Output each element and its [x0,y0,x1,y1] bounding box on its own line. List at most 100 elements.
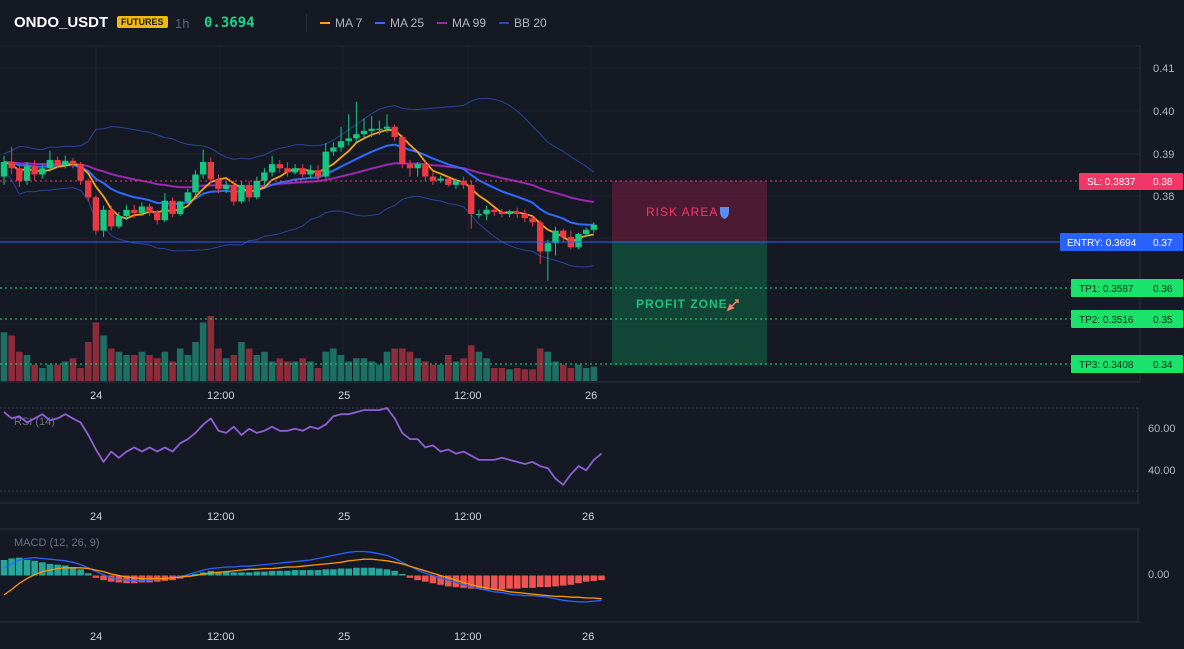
macd-hist-bar [444,575,452,587]
macd-hist-bar [399,573,406,576]
candle [314,164,322,181]
legend-bb20[interactable]: BB 20 [499,16,547,30]
time-tick: 26 [582,631,594,643]
candle [399,134,406,169]
macd-hist-bar [406,575,414,578]
macd-hist-bar [322,569,330,576]
volume-bar [230,355,238,381]
candle [276,159,283,173]
volume-bar [582,368,590,381]
entry-label[interactable]: ENTRY: 0.3694 0.37 [1060,233,1183,251]
macd-plot [0,550,605,603]
volume-bar [376,364,383,381]
candle [460,176,467,190]
bb-lower [3,169,594,268]
candle [299,164,306,179]
volume-bar [268,361,276,381]
time-tick: 12:00 [207,511,235,523]
volume-bar [337,355,345,381]
volume-bar [314,368,322,381]
legend-ma25-label: MA 25 [390,16,425,30]
tp3-label[interactable]: TP3: 0.3408 0.34 [1071,355,1183,373]
macd-hist-bar [452,575,460,588]
volume-bar [153,358,161,381]
header-divider [306,14,307,32]
macd-hist-bar [245,572,253,576]
tp1-label[interactable]: TP1: 0.3587 0.36 [1071,279,1183,297]
candle [468,180,475,229]
volume-bar [330,348,337,381]
macd-hist-bar [92,575,100,578]
macd-hist-bar [39,562,46,576]
timeframe-selector[interactable]: 1h [175,16,190,31]
candle [131,204,138,219]
volume-bar [590,366,598,381]
candle [575,232,582,250]
legend-ma99[interactable]: MA 99 [437,16,486,30]
macd-hist-bar [238,572,245,576]
candle [31,159,38,181]
symbol-title[interactable]: ONDO_USDT [14,14,109,31]
candle [437,175,444,183]
volume-bar [544,351,552,381]
candle [207,157,215,183]
macd-hist-bar [490,575,498,590]
macd-title[interactable]: MACD (12, 26, 9) [14,537,100,549]
volume-bar [299,358,307,381]
macd-hist-bar [383,569,391,576]
macd-hist-bar [590,575,598,581]
entry-label-text: ENTRY: 0.3694 [1067,238,1137,249]
candle [414,162,421,177]
candle [230,180,237,206]
candle [268,155,276,177]
macd-hist-bar [123,575,130,584]
rocket-icon [726,299,739,312]
macd-hist-bar [314,570,322,576]
rsi-title[interactable]: RSI (14) [14,416,55,428]
volume-bar [169,361,176,381]
ma99-swatch [437,22,447,24]
macd-hist-bar [391,570,398,576]
profit-zone-label: PROFIT ZONE [636,297,728,311]
macd-hist-bar [467,575,475,589]
tp2-label[interactable]: TP2: 0.3516 0.35 [1071,310,1183,328]
macd-hist-bar [498,575,506,590]
moving-averages [3,128,594,243]
volume-bar [8,335,15,381]
macd-hist-bar [8,558,15,576]
last-price: 0.3694 [204,15,255,31]
candle [353,101,360,143]
volume-bar [284,361,291,381]
candle [330,142,337,156]
candle [85,178,92,202]
legend-ma25[interactable]: MA 25 [375,16,424,30]
candle [253,176,260,200]
macd-hist-bar [16,557,23,576]
tp2-label-text: TP2: 0.3516 [1079,315,1134,326]
sl-label[interactable]: SL: 0.3837 0.38 [1079,173,1183,190]
ma99-line [3,161,594,203]
volume-bar [460,358,467,381]
sl-label-value: 0.38 [1153,177,1173,188]
volume-bar [238,342,245,381]
volume-bar [199,322,207,381]
candle [39,164,46,179]
legend-ma7[interactable]: MA 7 [320,16,362,30]
candle [176,200,184,217]
volume-bar [31,364,38,381]
candle [544,239,552,281]
macd-hist-bar [107,575,115,582]
macd-hist-bar [100,575,107,581]
tp2-label-value: 0.35 [1153,315,1173,326]
candle [138,202,146,217]
macd-hist-bar [345,568,352,576]
macd-hist-bar [253,571,261,576]
candle [8,146,15,175]
volume-bar [406,351,414,381]
volume-bar [391,348,398,381]
candle [46,150,54,172]
candle [590,222,598,233]
volume-bar [536,348,544,381]
candle [108,205,115,231]
